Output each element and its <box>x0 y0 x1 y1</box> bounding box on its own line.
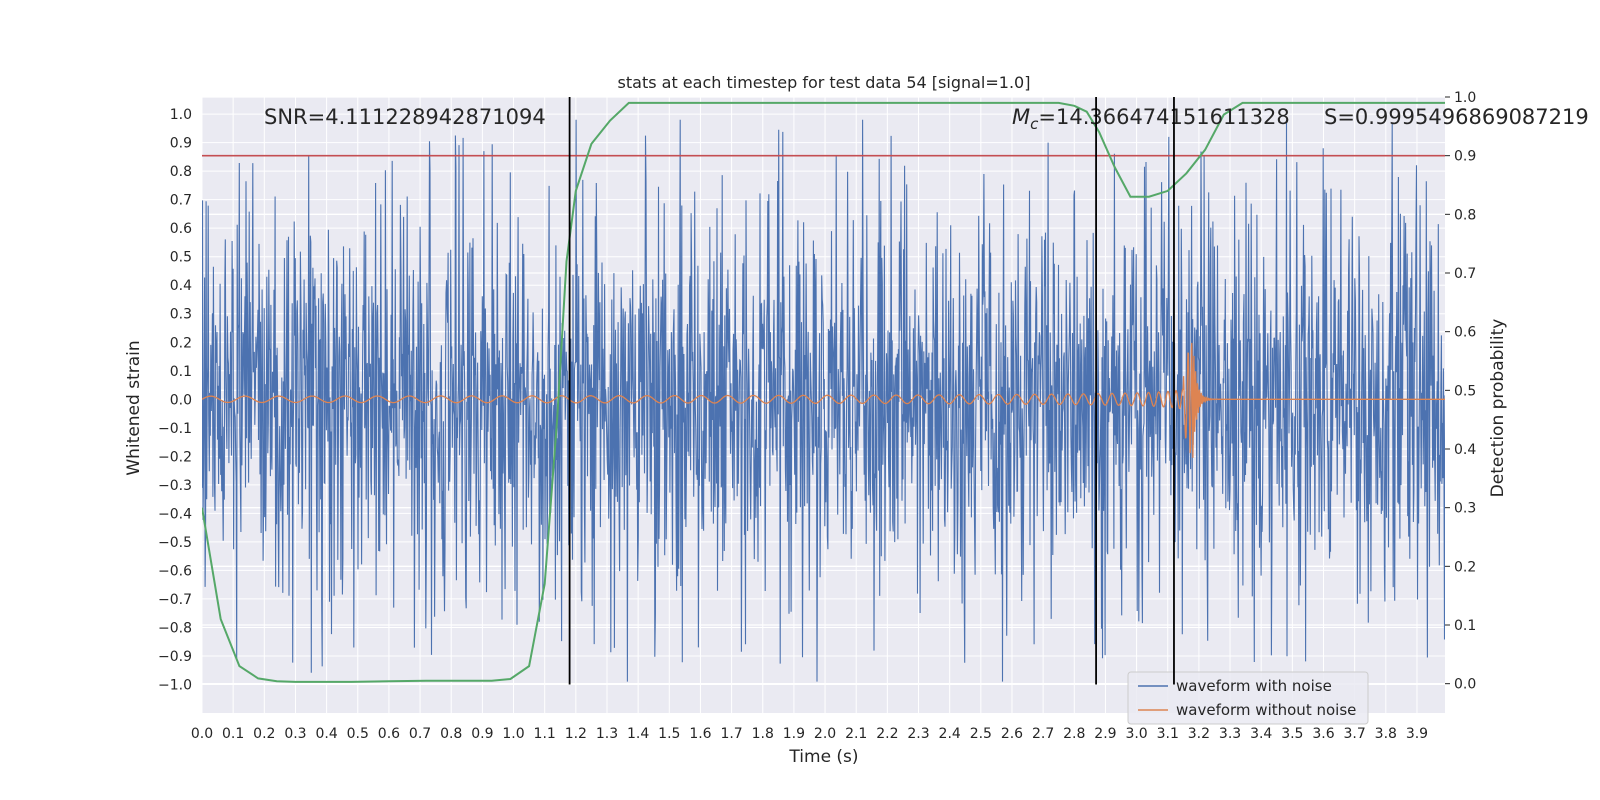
s-annotation: S=0.9995496869087219 <box>1324 105 1589 129</box>
y-tick-label: 0.4 <box>170 278 192 294</box>
x-tick-label: 2.2 <box>876 726 898 742</box>
y2-tick-label: 0.3 <box>1454 501 1476 517</box>
x-axis-label: Time (s) <box>788 747 858 767</box>
y-tick-label: −0.7 <box>158 592 192 608</box>
x-tick-label: 3.2 <box>1188 726 1210 742</box>
mc-symbol: M <box>1012 105 1030 129</box>
legend: waveform with noise waveform without noi… <box>1127 671 1369 725</box>
y-tick-label: 0.6 <box>170 221 192 237</box>
x-tick-label: 3.9 <box>1406 726 1428 742</box>
y-tick-label: −1.0 <box>158 677 192 693</box>
y-tick-label: −0.1 <box>158 421 192 437</box>
x-tick-label: 1.3 <box>596 726 618 742</box>
y-tick-label: 0.2 <box>170 335 192 351</box>
x-tick-label: 1.4 <box>627 726 649 742</box>
y-tick-label: 1.0 <box>170 107 192 123</box>
y2-tick-label: 0.2 <box>1454 559 1476 575</box>
x-tick-label: 2.6 <box>1001 726 1023 742</box>
y2-tick-label: 0.0 <box>1454 677 1476 693</box>
x-tick-label: 0.2 <box>253 726 275 742</box>
x-tick-label: 2.3 <box>907 726 929 742</box>
x-tick-label: 3.1 <box>1157 726 1179 742</box>
x-tick-label: 3.0 <box>1125 726 1147 742</box>
x-tick-label: 1.6 <box>689 726 711 742</box>
x-tick-label: 0.6 <box>378 726 400 742</box>
legend-label-clean: waveform without noise <box>1176 701 1356 719</box>
x-tick-label: 2.8 <box>1063 726 1085 742</box>
x-tick-label: 0.3 <box>284 726 306 742</box>
mc-subscript: c <box>1030 115 1039 133</box>
x-tick-label: 2.9 <box>1094 726 1116 742</box>
x-tick-label: 1.5 <box>658 726 680 742</box>
y-tick-label: 0.1 <box>170 364 192 380</box>
detection-probability-line <box>202 101 1445 683</box>
x-tick-label: 1.2 <box>565 726 587 742</box>
snr-annotation: SNR=4.111228942871094 <box>264 105 546 129</box>
legend-label-noise: waveform with noise <box>1176 677 1332 695</box>
x-tick-label: 3.8 <box>1375 726 1397 742</box>
y-tick-label: −0.4 <box>158 506 192 522</box>
x-tick-label: 0.1 <box>222 726 244 742</box>
chart-title: stats at each timestep for test data 54 … <box>618 73 1031 92</box>
y-tick-label: 0.9 <box>170 136 192 152</box>
grid <box>201 96 1445 713</box>
y2-axis-label: Detection probability <box>1488 319 1508 498</box>
y-tick-label: −0.6 <box>158 563 192 579</box>
x-tick-label: 0.5 <box>347 726 369 742</box>
x-tick-label: 3.4 <box>1250 726 1272 742</box>
y2-axis-ticks: 1.0 0.9 0.8 0.7 0.6 0.5 0.4 0.3 0.2 0.1 0.0 <box>1445 90 1476 693</box>
x-tick-label: 2.4 <box>939 726 961 742</box>
y2-tick-label: 1.0 <box>1454 90 1476 106</box>
mc-annotation: Mc=14.366474151611328 <box>1012 105 1290 133</box>
x-tick-label: 0.7 <box>409 726 431 742</box>
waveform-without-noise-line <box>202 342 1445 458</box>
x-tick-label: 0.9 <box>471 726 493 742</box>
y-axis-ticks: 1.0 0.9 0.8 0.7 0.6 0.5 0.4 0.3 0.2 0.1 0.0 −0.1 −0.… <box>158 107 192 693</box>
mc-value: =14.366474151611328 <box>1038 105 1289 129</box>
x-tick-label: 3.5 <box>1281 726 1303 742</box>
x-tick-label: 3.6 <box>1312 726 1334 742</box>
y2-tick-label: 0.6 <box>1454 325 1476 341</box>
waveform-with-noise-line <box>202 119 1445 682</box>
x-tick-label: 3.7 <box>1344 726 1366 742</box>
y-tick-label: −0.8 <box>158 620 192 636</box>
x-tick-label: 1.7 <box>720 726 742 742</box>
x-tick-label: 1.8 <box>752 726 774 742</box>
x-tick-label: 1.0 <box>502 726 524 742</box>
x-tick-label: 0.4 <box>315 726 337 742</box>
y-tick-label: −0.3 <box>158 478 192 494</box>
x-tick-label: 2.5 <box>970 726 992 742</box>
x-tick-label: 1.9 <box>783 726 805 742</box>
x-tick-label: 2.0 <box>814 726 836 742</box>
x-tick-label: 1.1 <box>534 726 556 742</box>
y-tick-label: 0.0 <box>170 392 192 408</box>
y-tick-label: −0.5 <box>158 535 192 551</box>
y2-tick-label: 0.5 <box>1454 383 1476 399</box>
x-tick-label: 2.1 <box>845 726 867 742</box>
y-tick-label: 0.7 <box>170 193 192 209</box>
y-tick-label: 0.3 <box>170 307 192 323</box>
y-tick-label: −0.2 <box>158 449 192 465</box>
y-tick-label: 0.5 <box>170 250 192 266</box>
y-tick-label: 0.8 <box>170 164 192 180</box>
y2-tick-label: 0.8 <box>1454 207 1476 223</box>
y-axis-label: Whitened strain <box>124 340 144 475</box>
x-tick-label: 3.3 <box>1219 726 1241 742</box>
y2-tick-label: 0.1 <box>1454 618 1476 634</box>
y2-tick-label: 0.4 <box>1454 442 1476 458</box>
x-tick-label: 2.7 <box>1032 726 1054 742</box>
y2-tick-label: 0.9 <box>1454 149 1476 165</box>
x-tick-label: 0.8 <box>440 726 462 742</box>
x-axis-ticks: 0.0 0.1 0.2 0.3 0.4 0.5 0.6 0.7 0.8 0.9 1.0 1.1 1.2 1… <box>191 726 1428 742</box>
y-tick-label: −0.9 <box>158 649 192 665</box>
y2-tick-label: 0.7 <box>1454 266 1476 282</box>
x-tick-label: 0.0 <box>191 726 213 742</box>
